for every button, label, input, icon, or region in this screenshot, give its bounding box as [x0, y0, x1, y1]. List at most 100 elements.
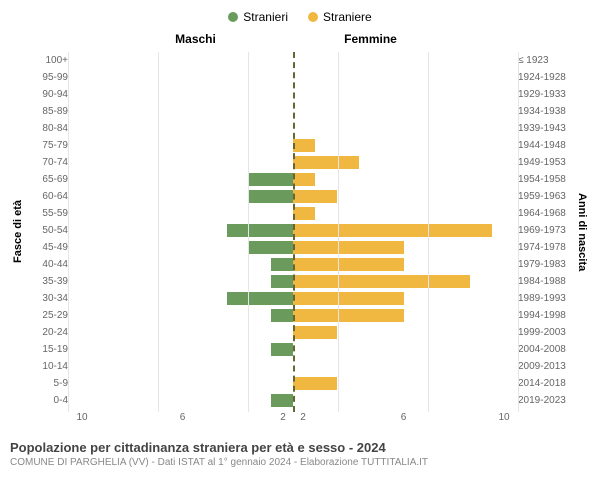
- headers: Maschi Femmine: [26, 32, 574, 52]
- year-label: 1984-1988: [514, 276, 574, 287]
- bar-female: [293, 258, 404, 271]
- chart-row: 30-34 1989-1993: [26, 290, 574, 307]
- year-label: 1964-1968: [514, 208, 574, 219]
- left-axis-label: Fasce di età: [10, 32, 26, 432]
- bar-female: [293, 139, 315, 152]
- year-label: 1934-1938: [514, 106, 574, 117]
- age-label: 65-69: [26, 174, 72, 185]
- chart-row: 50-54 1969-1973: [26, 222, 574, 239]
- right-axis-label: Anni di nascita: [574, 32, 590, 432]
- bar-male: [249, 241, 293, 254]
- x-tick: 2: [293, 412, 313, 432]
- age-label: 25-29: [26, 310, 72, 321]
- chart-row: 0-4 2019-2023: [26, 392, 574, 409]
- bar-female: [293, 309, 404, 322]
- bar-male: [249, 190, 293, 203]
- bar-male: [227, 292, 293, 305]
- bar-female: [293, 377, 337, 390]
- chart-row: 20-24 1999-2003: [26, 324, 574, 341]
- header-female: Femmine: [283, 32, 518, 52]
- bar-female: [293, 224, 492, 237]
- age-label: 35-39: [26, 276, 72, 287]
- age-label: 85-89: [26, 106, 72, 117]
- bar-male: [249, 173, 293, 186]
- year-label: 1949-1953: [514, 157, 574, 168]
- year-label: 1969-1973: [514, 225, 574, 236]
- chart-row: 55-59 1964-1968: [26, 205, 574, 222]
- age-label: 75-79: [26, 140, 72, 151]
- age-label: 80-84: [26, 123, 72, 134]
- chart-row: 5-9 2014-2018: [26, 375, 574, 392]
- year-label: 1959-1963: [514, 191, 574, 202]
- year-label: 1979-1983: [514, 259, 574, 270]
- chart-row: 40-44 1979-1983: [26, 256, 574, 273]
- chart-row: 35-39 1984-1988: [26, 273, 574, 290]
- year-label: 2009-2013: [514, 361, 574, 372]
- x-axis: 10 6 2 2 6 10: [26, 412, 574, 432]
- age-label: 40-44: [26, 259, 72, 270]
- year-label: ≤ 1923: [514, 55, 574, 66]
- bar-female: [293, 275, 470, 288]
- chart-row: 85-89 1934-1938: [26, 103, 574, 120]
- x-tick: 6: [173, 412, 193, 432]
- bar-female: [293, 207, 315, 220]
- chart-row: 100+ ≤ 1923: [26, 52, 574, 69]
- bar-female: [293, 241, 404, 254]
- x-tick: 6: [394, 412, 414, 432]
- x-tick: 10: [494, 412, 514, 432]
- header-male: Maschi: [68, 32, 283, 52]
- bar-female: [293, 173, 315, 186]
- age-label: 50-54: [26, 225, 72, 236]
- bar-male: [271, 309, 293, 322]
- chart-row: 90-94 1929-1933: [26, 86, 574, 103]
- chart-row: 10-14 2009-2013: [26, 358, 574, 375]
- age-label: 100+: [26, 55, 72, 66]
- chart-title: Popolazione per cittadinanza straniera p…: [10, 440, 590, 455]
- year-label: 2014-2018: [514, 378, 574, 389]
- age-label: 10-14: [26, 361, 72, 372]
- chart-area: Maschi Femmine 100+≤ 192395-991924-19289…: [26, 32, 574, 432]
- age-label: 20-24: [26, 327, 72, 338]
- year-label: 1989-1993: [514, 293, 574, 304]
- legend-male-label: Stranieri: [243, 10, 288, 24]
- age-label: 5-9: [26, 378, 72, 389]
- chart-row: 25-29 1994-1998: [26, 307, 574, 324]
- age-label: 90-94: [26, 89, 72, 100]
- year-label: 1944-1948: [514, 140, 574, 151]
- age-label: 0-4: [26, 395, 72, 406]
- year-label: 1939-1943: [514, 123, 574, 134]
- chart-row: 75-79 1944-1948: [26, 137, 574, 154]
- legend-female-label: Straniere: [323, 10, 372, 24]
- age-label: 95-99: [26, 72, 72, 83]
- year-label: 1929-1933: [514, 89, 574, 100]
- bar-female: [293, 326, 337, 339]
- bar-female: [293, 292, 404, 305]
- age-label: 60-64: [26, 191, 72, 202]
- age-label: 70-74: [26, 157, 72, 168]
- year-label: 2019-2023: [514, 395, 574, 406]
- year-label: 1924-1928: [514, 72, 574, 83]
- chart-row: 95-99 1924-1928: [26, 69, 574, 86]
- bars-area: 100+ ≤ 1923 95-99 1924-1928 90-94 1929-1933 85…: [26, 52, 574, 412]
- legend-female-dot: [308, 12, 318, 22]
- bar-male: [271, 343, 293, 356]
- age-label: 55-59: [26, 208, 72, 219]
- year-label: 1994-1998: [514, 310, 574, 321]
- bar-male: [227, 224, 293, 237]
- x-tick: 2: [273, 412, 293, 432]
- bar-male: [271, 394, 293, 407]
- year-label: 1954-1958: [514, 174, 574, 185]
- legend-male-dot: [228, 12, 238, 22]
- chart-row: 70-74 1949-1953: [26, 154, 574, 171]
- chart-row: 15-19 2004-2008: [26, 341, 574, 358]
- chart-row: 60-64 1959-1963: [26, 188, 574, 205]
- year-label: 1999-2003: [514, 327, 574, 338]
- bar-male: [271, 258, 293, 271]
- chart-container: Fasce di età Maschi Femmine 100+ ≤ 1923 95…: [10, 32, 590, 432]
- year-label: 2004-2008: [514, 344, 574, 355]
- year-label: 1974-1978: [514, 242, 574, 253]
- age-label: 30-34: [26, 293, 72, 304]
- legend-female: Straniere: [308, 10, 372, 24]
- x-tick: 10: [72, 412, 92, 432]
- age-label: 15-19: [26, 344, 72, 355]
